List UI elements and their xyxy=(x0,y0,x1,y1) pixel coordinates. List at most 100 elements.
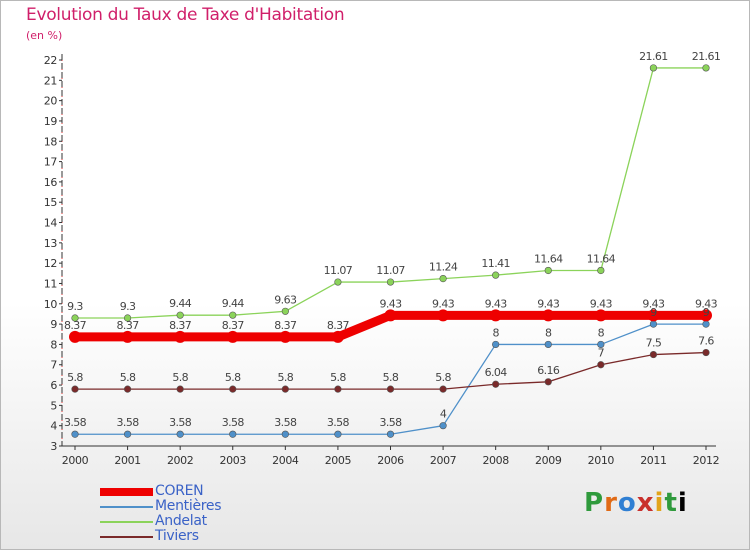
data-label: 11.41 xyxy=(481,257,510,270)
legend-swatch xyxy=(100,536,153,538)
y-tick-label: 18 xyxy=(44,135,58,148)
data-label: 21.61 xyxy=(639,50,668,63)
data-label: 5.8 xyxy=(225,371,241,384)
data-label: 3.58 xyxy=(274,416,297,429)
data-label: 8.37 xyxy=(117,319,140,332)
data-label: 11.64 xyxy=(534,252,563,265)
data-label: 3.58 xyxy=(117,416,140,429)
legend-label: COREN xyxy=(155,483,204,499)
y-tick-label: 14 xyxy=(44,217,58,230)
data-point xyxy=(386,278,395,286)
data-point xyxy=(229,430,237,438)
data-label: 9.44 xyxy=(169,297,192,310)
y-tick-label: 6 xyxy=(50,379,57,392)
x-tick-label: 2002 xyxy=(167,454,193,467)
data-point xyxy=(439,422,447,430)
data-point xyxy=(597,361,605,369)
x-tick-label: 2007 xyxy=(430,454,457,467)
data-label: 7.5 xyxy=(646,337,662,350)
y-tick-label: 8 xyxy=(50,338,57,351)
x-tick-label: 2011 xyxy=(640,454,666,467)
data-point xyxy=(334,430,342,438)
data-label: 6.04 xyxy=(485,366,508,379)
data-label: 5.8 xyxy=(330,371,346,384)
legend-item-coren: COREN xyxy=(100,484,300,499)
x-tick-label: 2004 xyxy=(272,454,299,467)
y-tick-label: 21 xyxy=(44,74,57,87)
data-label: 9.43 xyxy=(537,297,560,310)
data-label: 9.43 xyxy=(379,297,402,310)
data-label: 11.24 xyxy=(429,261,458,274)
data-label: 9.43 xyxy=(485,297,508,310)
data-label: 4 xyxy=(440,408,447,421)
data-label: 7 xyxy=(598,347,605,360)
y-tick-label: 4 xyxy=(50,420,57,433)
y-tick-label: 22 xyxy=(44,54,57,67)
data-point xyxy=(174,330,187,343)
data-label: 11.07 xyxy=(376,264,405,277)
data-label: 8.37 xyxy=(327,319,350,332)
data-point xyxy=(71,314,79,322)
data-point xyxy=(492,340,500,349)
data-point xyxy=(647,309,660,322)
data-point xyxy=(71,430,79,438)
data-point xyxy=(702,348,710,357)
data-label: 5.8 xyxy=(172,371,188,384)
data-point xyxy=(700,309,712,322)
data-label: 11.64 xyxy=(587,252,616,265)
data-label: 8.37 xyxy=(64,319,87,332)
data-point xyxy=(544,378,552,386)
data-point xyxy=(492,380,500,388)
chart-legend: COREN Mentières Andelat Tiviers xyxy=(100,484,300,544)
data-point xyxy=(281,430,289,438)
data-label: 9.43 xyxy=(695,297,718,310)
data-label: 3.58 xyxy=(222,416,245,429)
data-label: 9 xyxy=(703,306,710,319)
x-tick-label: 2001 xyxy=(114,454,140,467)
legend-swatch xyxy=(100,521,153,523)
legend-label: Tiviers xyxy=(155,528,199,544)
data-label: 9.3 xyxy=(67,300,83,313)
data-point xyxy=(334,278,342,286)
data-label: 8 xyxy=(545,326,552,339)
data-label: 5.8 xyxy=(383,371,399,384)
data-point xyxy=(649,320,658,328)
x-tick-label: 2005 xyxy=(325,454,352,467)
data-point xyxy=(437,309,450,322)
data-point xyxy=(386,385,395,393)
data-label: 5.8 xyxy=(67,371,83,384)
data-point xyxy=(702,320,710,328)
data-point xyxy=(281,307,289,315)
legend-swatch xyxy=(100,488,153,496)
data-point xyxy=(492,271,500,279)
data-point xyxy=(649,350,658,359)
data-label: 5.8 xyxy=(435,371,451,384)
data-point xyxy=(384,309,397,322)
y-tick-label: 12 xyxy=(44,257,57,270)
y-tick-label: 15 xyxy=(44,196,58,209)
data-label: 9 xyxy=(650,306,657,319)
y-tick-label: 19 xyxy=(44,115,58,128)
y-tick-label: 11 xyxy=(44,277,57,290)
data-label: 3.58 xyxy=(327,416,350,429)
data-point xyxy=(121,330,134,343)
data-point xyxy=(649,64,658,72)
y-tick-label: 5 xyxy=(50,399,57,412)
y-tick-label: 13 xyxy=(44,237,58,250)
data-label: 8 xyxy=(598,326,605,339)
data-point xyxy=(279,330,292,343)
legend-swatch xyxy=(100,506,153,508)
data-label: 8 xyxy=(492,326,499,339)
data-label: 9.3 xyxy=(120,300,136,313)
data-point xyxy=(542,309,555,322)
data-point xyxy=(123,385,132,393)
data-point xyxy=(544,340,552,349)
y-tick-label: 7 xyxy=(50,359,57,372)
legend-item-mentières: Mentières xyxy=(100,499,300,514)
x-tick-label: 2009 xyxy=(535,454,562,467)
data-point xyxy=(489,309,502,322)
data-point xyxy=(176,385,184,393)
y-tick-label: 16 xyxy=(44,176,58,189)
x-tick-label: 2006 xyxy=(377,454,404,467)
